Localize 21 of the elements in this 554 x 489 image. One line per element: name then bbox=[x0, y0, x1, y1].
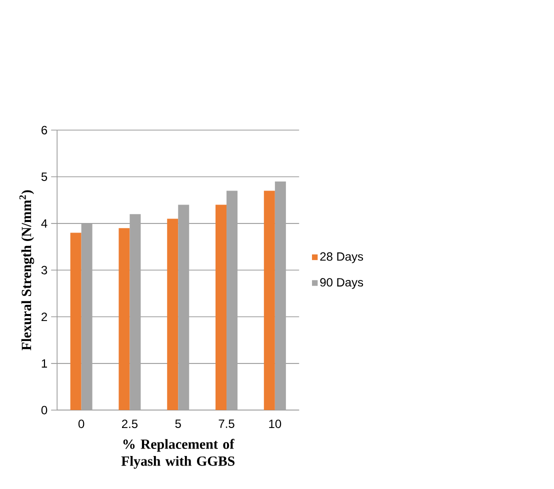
y-tick-label: 0 bbox=[41, 406, 48, 414]
y-tick-label: 1 bbox=[42, 359, 48, 368]
x-tick-label: 2.5 bbox=[122, 420, 138, 428]
bar bbox=[264, 190, 275, 410]
x-tick-label: 7.5 bbox=[218, 420, 234, 428]
y-tick-label: 6 bbox=[42, 126, 48, 134]
y-tick-label: 2 bbox=[42, 312, 47, 321]
legend-label: 28 Days bbox=[320, 252, 364, 264]
bar bbox=[167, 218, 178, 410]
x-tick-label: 10 bbox=[269, 420, 282, 428]
x-tick-label: 0 bbox=[78, 420, 84, 428]
x-tick-label: 5 bbox=[175, 420, 181, 428]
y-tick-label: 5 bbox=[41, 172, 48, 181]
x-axis-title: % Replacement of Flyash with GGBS bbox=[121, 438, 234, 469]
y-tick-label: 3 bbox=[41, 266, 48, 274]
bar bbox=[70, 232, 82, 410]
bar bbox=[118, 228, 130, 410]
legend-label: 90 Days bbox=[320, 278, 364, 289]
bar bbox=[216, 204, 227, 410]
y-axis-title: Flexural Strength (N/mm$^{2}$) bbox=[19, 190, 34, 350]
y-tick-label: 4 bbox=[41, 219, 48, 228]
